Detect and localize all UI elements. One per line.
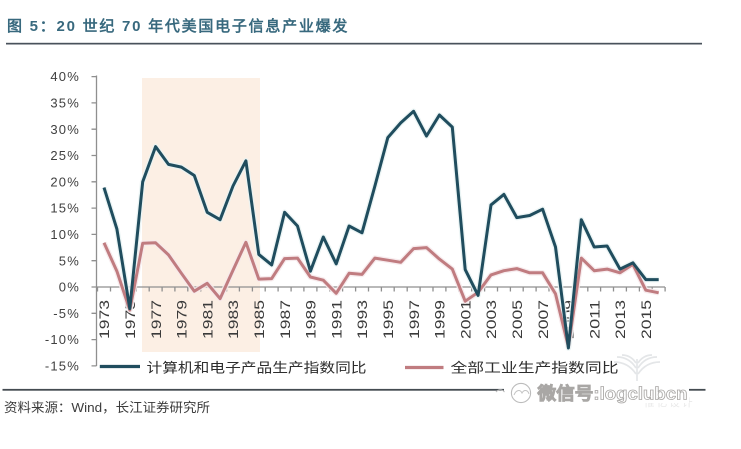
svg-text:2007: 2007 (535, 300, 551, 339)
svg-text:20%: 20% (50, 174, 80, 189)
svg-text:2001: 2001 (457, 300, 473, 339)
svg-text:1999: 1999 (432, 300, 448, 339)
svg-text:1997: 1997 (406, 300, 422, 339)
svg-text:1987: 1987 (277, 300, 293, 339)
svg-text:2013: 2013 (612, 300, 628, 339)
svg-text:资料来源：Wind，长江证券研究所: 资料来源：Wind，长江证券研究所 (4, 400, 210, 415)
svg-text:全部工业生产指数同比: 全部工业生产指数同比 (451, 360, 619, 376)
svg-text:2015: 2015 (638, 300, 654, 339)
svg-text:1973: 1973 (96, 300, 112, 339)
svg-text:1979: 1979 (174, 300, 190, 339)
svg-text:1989: 1989 (303, 300, 319, 339)
svg-text:1991: 1991 (328, 300, 344, 339)
svg-text:0%: 0% (59, 280, 80, 295)
svg-text:微信号:logclubcn: 微信号:logclubcn (536, 384, 687, 404)
svg-text:1981: 1981 (199, 300, 215, 339)
svg-text:2005: 2005 (509, 300, 525, 339)
svg-text:图 5：20 世纪 70 年代美国电子信息产业爆发: 图 5：20 世纪 70 年代美国电子信息产业爆发 (7, 17, 349, 35)
svg-text:1977: 1977 (148, 300, 164, 339)
svg-text:25%: 25% (50, 148, 80, 163)
svg-text:1975: 1975 (122, 300, 138, 339)
svg-text:1985: 1985 (251, 300, 267, 339)
svg-text:2003: 2003 (483, 300, 499, 339)
svg-text:30%: 30% (50, 122, 80, 137)
svg-text:-5%: -5% (53, 306, 80, 321)
svg-text:10%: 10% (50, 227, 80, 242)
svg-text:-10%: -10% (45, 332, 80, 347)
svg-text:计算机和电子产品生产指数同比: 计算机和电子产品生产指数同比 (147, 361, 367, 376)
svg-text:5%: 5% (59, 253, 80, 268)
svg-text:1983: 1983 (225, 300, 241, 339)
svg-text:-15%: -15% (45, 359, 80, 374)
svg-text:2011: 2011 (586, 300, 602, 339)
svg-text:40%: 40% (50, 69, 80, 84)
svg-text:15%: 15% (50, 201, 80, 216)
svg-text:35%: 35% (50, 96, 80, 111)
svg-text:1993: 1993 (354, 300, 370, 339)
svg-text:1995: 1995 (380, 300, 396, 339)
